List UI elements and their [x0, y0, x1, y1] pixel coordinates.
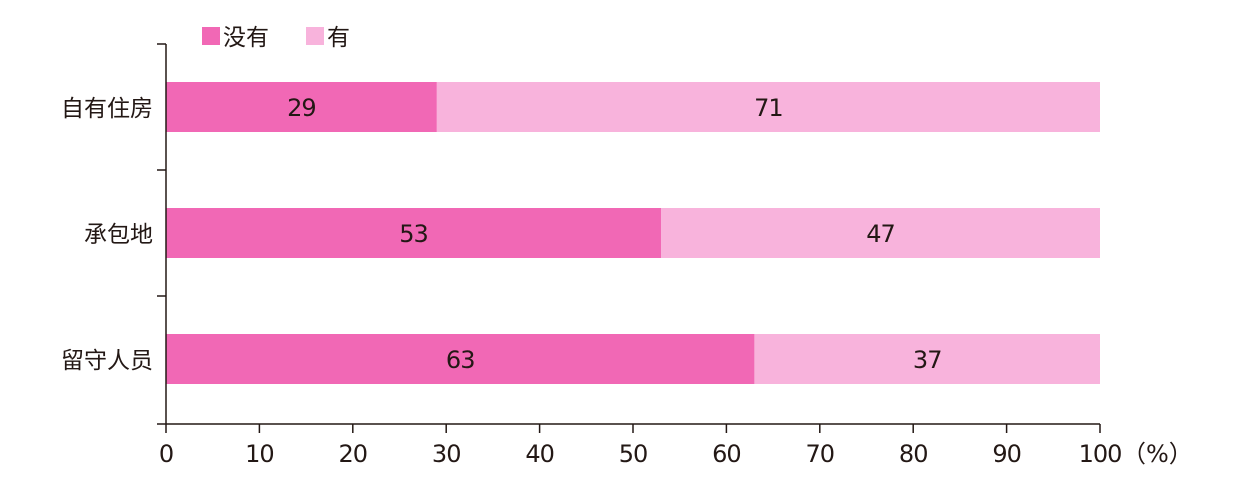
data-label: 37: [913, 346, 942, 374]
x-tick-label: 50: [619, 440, 648, 468]
legend-swatch: [306, 27, 324, 45]
x-tick-label: 10: [245, 440, 274, 468]
category-label: 留守人员: [61, 348, 153, 374]
x-tick-label: 30: [432, 440, 461, 468]
x-tick-label: 80: [899, 440, 928, 468]
bar-segment: [754, 334, 1100, 384]
data-label: 53: [399, 220, 428, 248]
bar-segment: [661, 208, 1100, 258]
x-tick-label: 90: [992, 440, 1021, 468]
data-label: 29: [287, 94, 316, 122]
legend-swatch: [202, 27, 220, 45]
x-tick-label: 40: [525, 440, 554, 468]
legend-label: 没有: [223, 25, 269, 51]
bar-segment: [436, 82, 1100, 132]
x-tick-label: 100: [1079, 440, 1122, 468]
x-tick-label: 70: [806, 440, 835, 468]
data-label: 47: [866, 220, 895, 248]
data-label: 63: [446, 346, 475, 374]
x-tick-label: 60: [712, 440, 741, 468]
data-label: 71: [754, 94, 783, 122]
bar-segment: [166, 334, 755, 384]
bar-segment: [166, 208, 662, 258]
category-label: 承包地: [84, 222, 153, 248]
x-unit-label: （%）: [1122, 440, 1193, 468]
x-tick-label: 0: [159, 440, 173, 468]
bar-segment: [166, 82, 437, 132]
legend-label: 有: [327, 25, 350, 51]
category-label: 自有住房: [61, 96, 153, 122]
x-tick-label: 20: [339, 440, 368, 468]
